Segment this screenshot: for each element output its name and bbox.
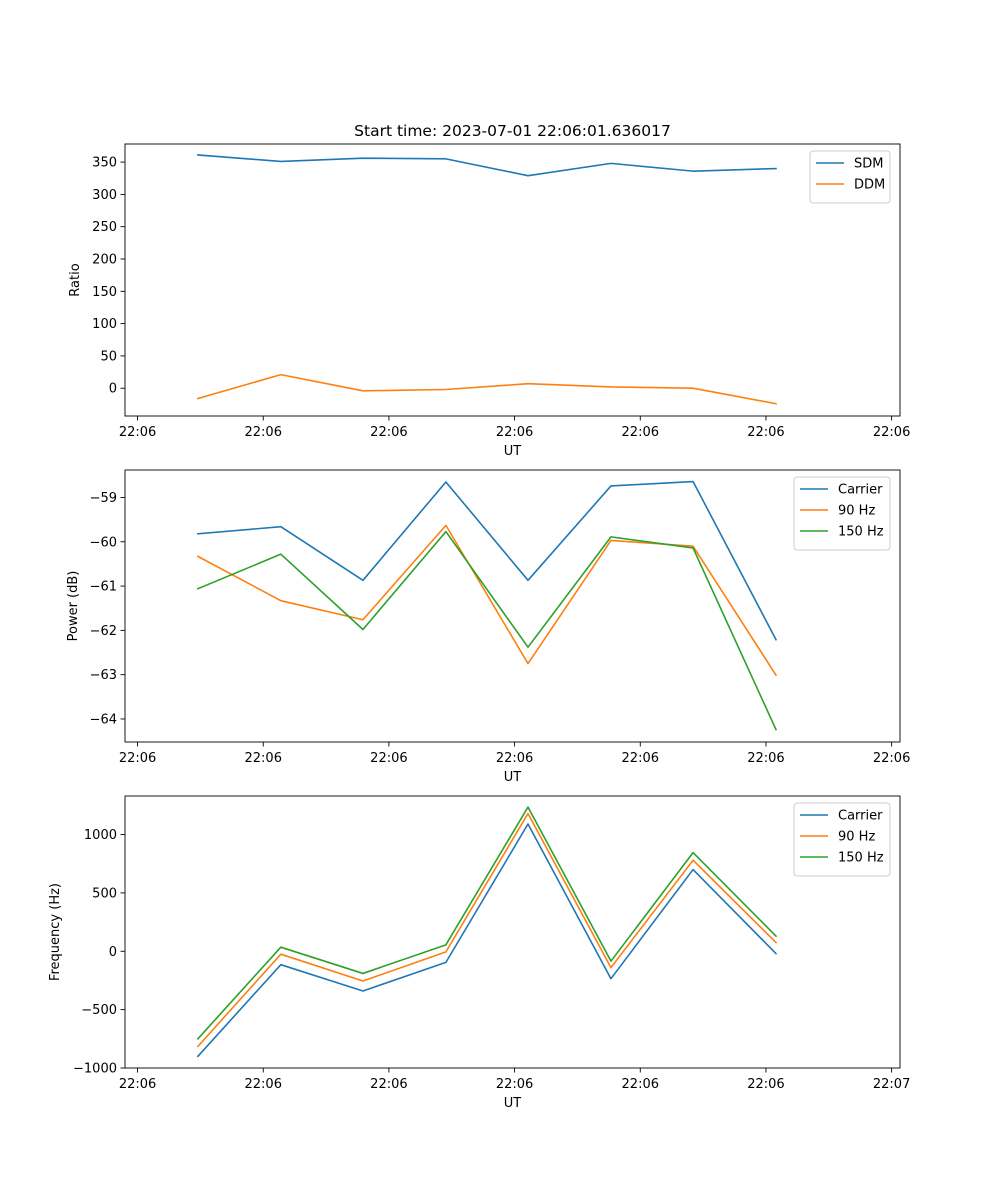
chart-1-title: Start time: 2023-07-01 22:06:01.636017 bbox=[354, 122, 671, 140]
chart-3-x-tick-label: 22:06 bbox=[245, 1077, 282, 1092]
chart-3-y-tick-label: 1000 bbox=[84, 828, 117, 843]
chart-3-y-tick-label: 0 bbox=[109, 945, 117, 960]
chart-1-y-tick-label: 300 bbox=[92, 188, 117, 203]
chart-2-x-tick-label: 22:06 bbox=[119, 751, 156, 766]
chart-1-legend-label-sdm: SDM bbox=[854, 157, 883, 172]
chart-1-x-tick-label: 22:06 bbox=[496, 425, 533, 440]
chart-3-legend: Carrier 90 Hz 150 Hz bbox=[793, 802, 891, 877]
chart-3-x-tick-label: 22:07 bbox=[873, 1077, 910, 1092]
chart-3-x-tick-label: 22:06 bbox=[119, 1077, 156, 1092]
chart-1-y-tick-label: 0 bbox=[109, 382, 117, 397]
chart-2-x-tick-label: 22:06 bbox=[747, 751, 784, 766]
chart-3-x-axis-label: UT bbox=[504, 1096, 522, 1111]
chart-1-series-sdm-line bbox=[197, 154, 777, 177]
chart-3-x-tick-label: 22:06 bbox=[496, 1077, 533, 1092]
chart-3-axes-frame bbox=[124, 795, 901, 1069]
chart-3-x-tick-label: 22:06 bbox=[622, 1077, 659, 1092]
chart-2-y-tick-label: −60 bbox=[90, 535, 117, 550]
chart-3-series-carrier-line bbox=[196, 823, 778, 1058]
chart-2-y-tick-label: −64 bbox=[90, 712, 117, 727]
chart-2-legend-label-carrier: Carrier bbox=[838, 483, 883, 498]
chart-2-legend: Carrier 90 Hz 150 Hz bbox=[793, 476, 891, 551]
chart-1-legend-label-ddm: DDM bbox=[854, 178, 885, 193]
chart-1-x-tick-label: 22:06 bbox=[873, 425, 910, 440]
chart-2-y-tick-label: −62 bbox=[90, 624, 117, 639]
chart-2-axes-frame bbox=[124, 469, 901, 743]
chart-1-legend: SDM DDM bbox=[809, 150, 891, 204]
chart-3-y-axis-label: Frequency (Hz) bbox=[48, 883, 63, 981]
chart-2-y-tick-label: −59 bbox=[90, 491, 117, 506]
chart-3-x-tick-label: 22:06 bbox=[747, 1077, 784, 1092]
chart-1-x-axis-label: UT bbox=[504, 444, 522, 459]
chart-2-series-150-hz-line bbox=[196, 530, 778, 731]
chart-2-x-tick-label: 22:06 bbox=[622, 751, 659, 766]
chart-3-legend-label-carrier: Carrier bbox=[838, 809, 883, 824]
chart-1-y-axis-label: Ratio bbox=[68, 263, 83, 296]
chart-2-x-axis-label: UT bbox=[504, 770, 522, 785]
chart-2-x-tick-label: 22:06 bbox=[370, 751, 407, 766]
chart-2: 22:06 22:06 22:06 22:06 22:06 22:06 22:06 −64 −6… bbox=[66, 469, 910, 785]
chart-2-series-carrier-line bbox=[197, 480, 778, 641]
chart-2-x-tick-label: 22:06 bbox=[873, 751, 910, 766]
chart-2-y-axis-label: Power (dB) bbox=[66, 571, 81, 642]
chart-1-y-tick-label: 50 bbox=[100, 349, 117, 364]
chart-1-y-tick-label: 100 bbox=[92, 317, 117, 332]
chart-3: 22:06 22:06 22:06 22:06 22:06 22:06 22:07 −1000… bbox=[48, 795, 910, 1111]
chart-3-legend-label-150-hz: 150 Hz bbox=[838, 851, 884, 866]
chart-2-x-tick-label: 22:06 bbox=[496, 751, 533, 766]
chart-1: 22:06 22:06 22:06 22:06 22:06 22:06 22:06 0 50 10… bbox=[68, 122, 910, 459]
chart-2-y-tick-label: −63 bbox=[90, 668, 117, 683]
chart-1-legend-box bbox=[809, 150, 891, 204]
chart-3-x-tick-label: 22:06 bbox=[370, 1077, 407, 1092]
chart-1-y-tick-label: 200 bbox=[92, 253, 117, 268]
chart-2-legend-label-150-hz: 150 Hz bbox=[838, 525, 884, 540]
chart-2-legend-label-90-hz: 90 Hz bbox=[838, 504, 875, 519]
chart-1-series-ddm-line bbox=[196, 373, 777, 405]
chart-3-series-150-hz-line bbox=[196, 806, 778, 1040]
chart-1-axes-frame bbox=[124, 143, 901, 417]
chart-3-y-tick-label: −1000 bbox=[73, 1062, 117, 1077]
chart-2-y-tick-label: −61 bbox=[90, 580, 117, 595]
chart-1-x-tick-label: 22:06 bbox=[747, 425, 784, 440]
chart-3-legend-label-90-hz: 90 Hz bbox=[838, 830, 875, 845]
chart-1-y-tick-label: 250 bbox=[92, 220, 117, 235]
chart-3-y-tick-label: 500 bbox=[92, 886, 117, 901]
chart-3-y-tick-label: −500 bbox=[81, 1003, 117, 1018]
chart-2-series-90-hz-line bbox=[196, 524, 778, 677]
chart-1-x-tick-label: 22:06 bbox=[370, 425, 407, 440]
chart-1-y-tick-label: 150 bbox=[92, 285, 117, 300]
chart-3-series-90-hz-line bbox=[196, 812, 778, 1048]
chart-1-x-tick-label: 22:06 bbox=[622, 425, 659, 440]
chart-2-x-tick-label: 22:06 bbox=[245, 751, 282, 766]
chart-1-y-tick-label: 350 bbox=[92, 156, 117, 171]
chart-1-x-tick-label: 22:06 bbox=[245, 425, 282, 440]
chart-1-x-tick-label: 22:06 bbox=[119, 425, 156, 440]
